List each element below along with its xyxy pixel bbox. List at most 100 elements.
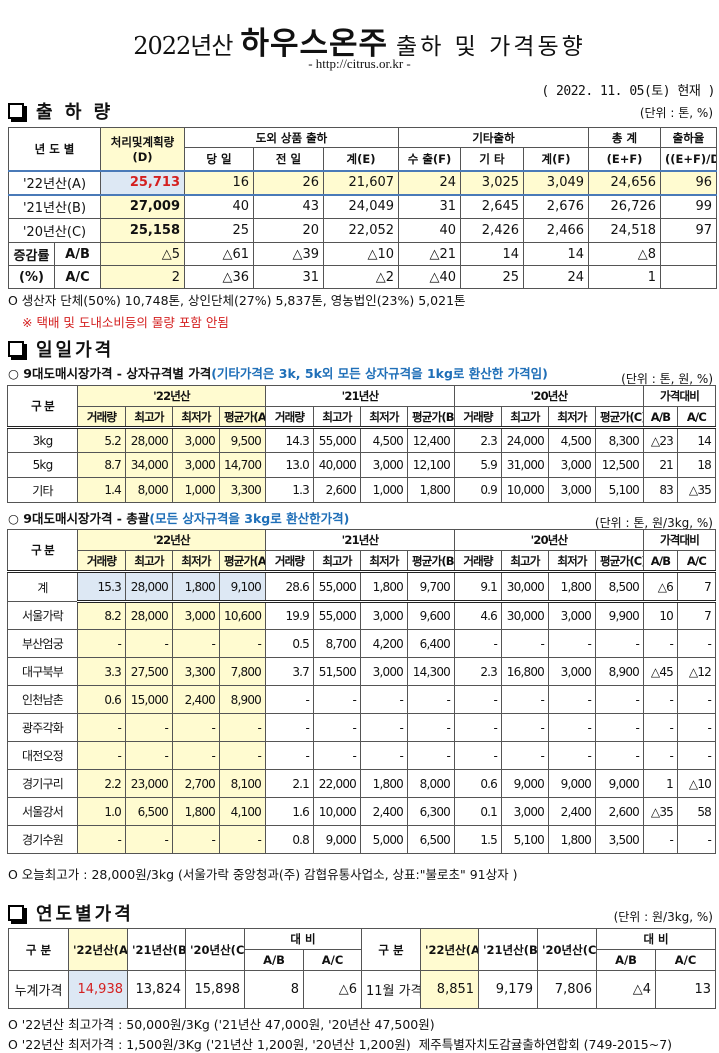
cell: 22,000 bbox=[313, 769, 361, 798]
cell: 55,000 bbox=[313, 601, 361, 630]
price-row: 경기구리 2.2 23,000 2,700 8,100 2.1 22,000 1,800 8,0… bbox=[7, 769, 716, 798]
cell: 1.5 bbox=[454, 825, 502, 854]
cell: 13,824 bbox=[127, 970, 186, 1009]
cell: △40 bbox=[398, 265, 462, 289]
cell: - bbox=[77, 825, 126, 854]
cell: '21년산(B) bbox=[478, 928, 539, 971]
shipment-row: '20년산(C) 25,158 25 20 22,052 40 2,426 2,466 24,5… bbox=[8, 218, 718, 243]
cell: △5 bbox=[100, 242, 185, 266]
cell: 1.6 bbox=[265, 797, 314, 826]
cell: 년 도 별 bbox=[8, 127, 101, 171]
cell: - bbox=[501, 741, 549, 770]
cell: 최저가 bbox=[548, 406, 596, 429]
cell: - bbox=[454, 713, 502, 742]
yearly-low-note: O '22년산 최저가격 : 1,500원/3Kg ('21년산 1,200원,… bbox=[8, 1037, 673, 1052]
cell: - bbox=[219, 629, 266, 658]
cell: 97 bbox=[660, 218, 718, 243]
title-suffix: 출하 및 가격동향 bbox=[396, 34, 586, 60]
cell: 21 bbox=[643, 452, 678, 478]
cell: - bbox=[360, 685, 408, 714]
title-main: 하우스온주 bbox=[240, 26, 389, 62]
cell: 최저가 bbox=[360, 550, 408, 573]
price-row: 기타 1.4 8,000 1,000 3,300 1.3 2,600 1,000 1,800 0.… bbox=[7, 477, 716, 503]
cell: △12 bbox=[677, 657, 716, 686]
cell: - bbox=[125, 713, 173, 742]
cell: 21,607 bbox=[322, 169, 400, 196]
cell: 16 bbox=[184, 169, 254, 196]
cell: 2.3 bbox=[454, 657, 502, 686]
cell bbox=[660, 242, 718, 266]
cell: A/C bbox=[302, 949, 363, 971]
cell: 8,000 bbox=[407, 769, 455, 798]
cell: 0.5 bbox=[265, 629, 314, 658]
cell: △10 bbox=[677, 769, 716, 798]
cell: 40 bbox=[398, 218, 462, 243]
cell: 6,300 bbox=[407, 797, 455, 826]
price-row: 서울가락 8.2 28,000 3,000 10,600 19.9 55,000 3,000 9… bbox=[7, 601, 716, 630]
cell: 3,049 bbox=[523, 169, 590, 196]
cell: 19.9 bbox=[265, 601, 314, 630]
cell: 9,900 bbox=[595, 601, 644, 630]
cell: 3,000 bbox=[172, 601, 220, 630]
yearly-unit: (단위 : 원/3kg, %) bbox=[613, 910, 713, 924]
cell: 3,000 bbox=[172, 452, 220, 478]
cell: 5,100 bbox=[595, 477, 644, 503]
section-yearly-title: 연도별가격 bbox=[8, 900, 134, 926]
yearly-high-note: O '22년산 최고가격 : 50,000원/3Kg ('21년산 47,000… bbox=[8, 1017, 435, 1032]
cell: 2.3 bbox=[454, 427, 502, 453]
cell: '20년산(C) bbox=[537, 928, 598, 971]
cell: 9,100 bbox=[219, 571, 266, 603]
cell: 1,000 bbox=[172, 477, 220, 503]
cell: A/C bbox=[655, 949, 717, 971]
cell: - bbox=[643, 713, 678, 742]
cell: - bbox=[219, 741, 266, 770]
cell: - bbox=[501, 685, 549, 714]
document-title: 2022년산 하우스온주 출하 및 가격동향 bbox=[0, 18, 719, 63]
cell: 15.3 bbox=[77, 571, 126, 603]
cell: 4,100 bbox=[219, 797, 266, 826]
size-price-unit: (단위 : 톤, 원, %) bbox=[621, 372, 713, 386]
section-daily-title: 일일가격 bbox=[8, 336, 114, 362]
row-label: 3kg bbox=[7, 427, 78, 453]
price-row: 계 15.3 28,000 1,800 9,100 28.6 55,000 1,800 9,70… bbox=[7, 571, 716, 603]
cell: - bbox=[501, 713, 549, 742]
row-label: 증감률 bbox=[8, 242, 55, 266]
row-label: 계 bbox=[7, 571, 78, 602]
cell: 9,500 bbox=[219, 427, 266, 453]
cell: 구 분 bbox=[7, 385, 78, 428]
cell: 31 bbox=[253, 265, 324, 289]
cell: 1.0 bbox=[77, 797, 126, 826]
cell: 2 bbox=[100, 265, 185, 289]
shipment-unit: (단위 : 톤, %) bbox=[639, 106, 713, 120]
cell: - bbox=[595, 629, 644, 658]
cell: 도외 상품 출하 bbox=[183, 127, 400, 148]
website-link[interactable]: - http://citrus.or.kr - bbox=[308, 56, 411, 71]
cell: 2.2 bbox=[77, 769, 126, 798]
cell: 2,600 bbox=[595, 797, 644, 826]
cell: - bbox=[172, 713, 220, 742]
cell: 18 bbox=[677, 452, 716, 478]
cell: - bbox=[172, 825, 220, 854]
price-row: 인천남촌 0.6 15,000 2,400 8,900- - - - - - - - - - bbox=[7, 685, 716, 714]
row-label: A/B bbox=[54, 242, 101, 266]
cell: 3,000 bbox=[360, 452, 408, 478]
cell: 계(E) bbox=[322, 147, 400, 171]
total-price-table: 구 분'22년산'21년산'20년산가격대비거래량최고가최저가평균가(A)거래량… bbox=[7, 529, 716, 854]
cell: 31,000 bbox=[501, 452, 549, 478]
title-prefix: 2022년산 bbox=[133, 32, 233, 60]
cell: - bbox=[643, 629, 678, 658]
cell: 5.2 bbox=[77, 427, 126, 453]
row-label: 대구북부 bbox=[7, 657, 78, 686]
cell: 가격대비 bbox=[643, 385, 716, 407]
cell: - bbox=[595, 741, 644, 770]
row-label: 경기구리 bbox=[7, 769, 78, 798]
cell: 26,726 bbox=[588, 194, 662, 219]
cell: △35 bbox=[643, 797, 678, 826]
cell: 27,009 bbox=[100, 194, 185, 219]
cell: 3.7 bbox=[265, 657, 314, 686]
row-label: '22년산(A) bbox=[8, 169, 101, 196]
cell: 1,800 bbox=[360, 571, 408, 603]
source-org: 제주특별자치도감귤출하연합회 (749-2015~7) bbox=[418, 1037, 673, 1052]
cell: 1,800 bbox=[548, 825, 596, 854]
cell: 55,000 bbox=[313, 427, 361, 453]
